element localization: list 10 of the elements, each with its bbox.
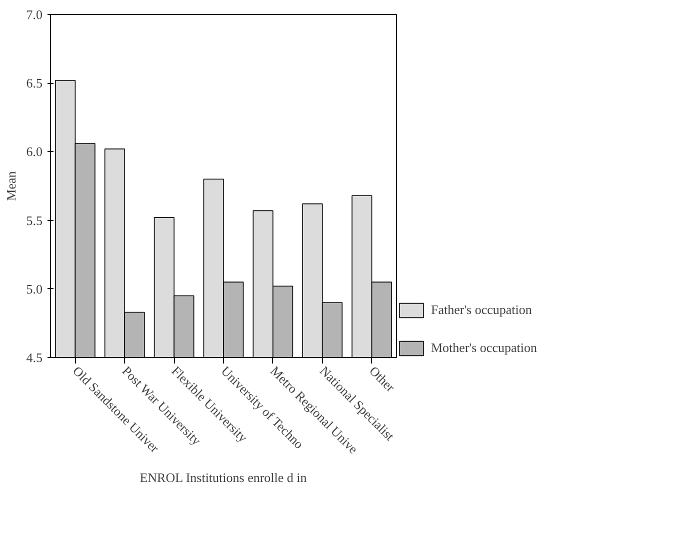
y-tick-label: 5.5 bbox=[26, 212, 42, 228]
y-tick-label: 5.0 bbox=[26, 281, 42, 296]
y-tick-label: 7.0 bbox=[26, 7, 42, 22]
y-axis-title: Mean bbox=[3, 170, 18, 201]
legend-label: Mother's occupation bbox=[431, 340, 537, 356]
legend-label: Father's occupation bbox=[431, 302, 532, 318]
y-tick-label: 4.5 bbox=[26, 350, 42, 365]
y-tick-label: 6.5 bbox=[26, 76, 42, 91]
y-tick-label: 6.0 bbox=[26, 144, 42, 160]
x-axis-title: ENROL Institutions enrolle d in bbox=[140, 470, 308, 485]
